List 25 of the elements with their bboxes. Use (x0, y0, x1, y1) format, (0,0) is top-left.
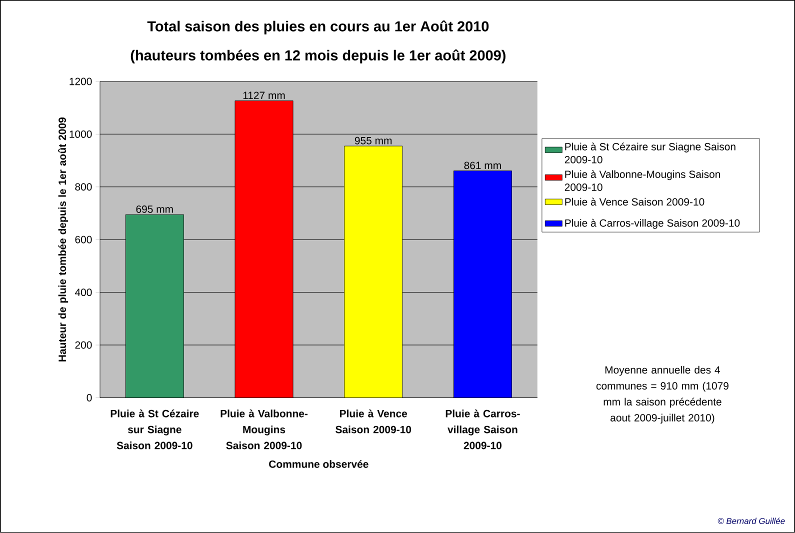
y-tick-label: 800 (75, 183, 92, 191)
text: © Bernard Guillée (718, 518, 785, 524)
x-tick-label: Pluie à Vence Saison 2009-10 (336, 410, 412, 434)
chart-subtitle: (hauteurs tombées en 12 mois depuis le 1er août 2009) (130, 50, 506, 64)
chart-title: Total saison des pluies en cours au 1er Août 2010 (147, 20, 489, 34)
y-axis-title: Hauteur de pluie tombée depuis le 1er août 2009 (58, 118, 68, 362)
y-tick-label: 600 (75, 236, 92, 244)
legend-label: Pluie à Valbonne-Mougins Saison 2009-10 (564, 170, 720, 192)
data-label: 861 mm (464, 162, 501, 170)
x-axis-title: Commune observée (269, 460, 368, 468)
legend-label: Pluie à St Cézaire sur Siagne Saison 2009-10 (564, 142, 736, 164)
x-tick-label: Pluie à Valbonne-Mougins Saison 2009-10 (220, 410, 308, 450)
legend-label: Pluie à Carros-village Saison 2009-10 (565, 219, 740, 229)
data-label: 955 mm (354, 137, 392, 144)
x-tick-label: Pluie à St Cézaire sur Siagne Saison 2009-10 (110, 410, 199, 450)
y-tick-label: 1200 (70, 78, 92, 86)
data-label: 1127 mm (243, 92, 285, 100)
y-tick-label: 1000 (70, 130, 92, 138)
text: Moyenne annuelle des 4 communes = 910 mm (1079 mm la saison précédente aout 2009-juillet 2010) (596, 366, 728, 424)
y-tick-label: 400 (74, 288, 92, 296)
y-tick-label: 200 (75, 341, 92, 349)
data-label: 695 mm (136, 206, 173, 213)
y-tick-label: 0 (86, 394, 92, 402)
legend-label: Pluie à Vence Saison 2009-10 (565, 198, 704, 206)
x-tick-label: Pluie à Carros-village Saison 2009-10 (446, 410, 520, 450)
